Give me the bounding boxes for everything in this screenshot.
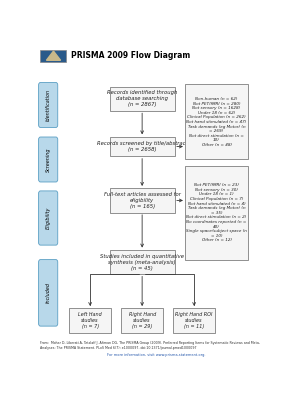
- Text: Not PET/fMRI (n = 23)
Not sensory (n = 30)
Under 18 (n = 1)
Clinical Population : Not PET/fMRI (n = 23) Not sensory (n = 3…: [186, 183, 247, 242]
- FancyBboxPatch shape: [185, 84, 248, 160]
- Text: For more information, visit www.prisma-statement.org.: For more information, visit www.prisma-s…: [107, 353, 206, 357]
- FancyBboxPatch shape: [121, 308, 163, 333]
- FancyBboxPatch shape: [185, 166, 248, 260]
- Text: Right Hand ROI
studies
(n = 11): Right Hand ROI studies (n = 11): [175, 312, 213, 329]
- Text: From:  Moher D, Liberati A, Tetzlaff J, Altman DG, The PRISMA Group (2009). Pref: From: Moher D, Liberati A, Tetzlaff J, A…: [41, 341, 260, 350]
- FancyBboxPatch shape: [39, 191, 58, 245]
- FancyBboxPatch shape: [110, 188, 174, 213]
- FancyBboxPatch shape: [173, 308, 215, 333]
- FancyBboxPatch shape: [39, 137, 58, 182]
- FancyBboxPatch shape: [39, 82, 58, 128]
- Text: Records screened by title/abstract
(n = 2658): Records screened by title/abstract (n = …: [97, 141, 187, 152]
- Polygon shape: [46, 51, 61, 60]
- Text: Right Hand
studies
(n = 29): Right Hand studies (n = 29): [128, 312, 156, 329]
- FancyBboxPatch shape: [41, 50, 66, 62]
- FancyBboxPatch shape: [110, 250, 174, 274]
- Text: Left Hand
studies
(n = 7): Left Hand studies (n = 7): [78, 312, 102, 329]
- Text: Full-text articles assessed for
eligibility
(n = 165): Full-text articles assessed for eligibil…: [104, 192, 181, 209]
- FancyBboxPatch shape: [39, 260, 58, 326]
- Text: Non-human (n = 62)
Not PET/fMRI (n = 280)
Not sensory (n = 1628)
Under 18 (n = 6: Non-human (n = 62) Not PET/fMRI (n = 280…: [186, 97, 247, 147]
- FancyBboxPatch shape: [110, 87, 174, 111]
- Text: Included: Included: [46, 282, 51, 303]
- FancyBboxPatch shape: [69, 308, 111, 333]
- Text: Studies included in quantitative
synthesis (meta-analysis)
(n = 45): Studies included in quantitative synthes…: [100, 254, 184, 270]
- Text: Eligibility: Eligibility: [46, 207, 51, 229]
- Text: Records identified through
database searching
(n = 2867): Records identified through database sear…: [107, 90, 177, 107]
- FancyBboxPatch shape: [110, 137, 174, 156]
- Text: Screening: Screening: [46, 147, 51, 172]
- Text: PRISMA 2009 Flow Diagram: PRISMA 2009 Flow Diagram: [71, 51, 190, 60]
- Text: Identification: Identification: [46, 89, 51, 121]
